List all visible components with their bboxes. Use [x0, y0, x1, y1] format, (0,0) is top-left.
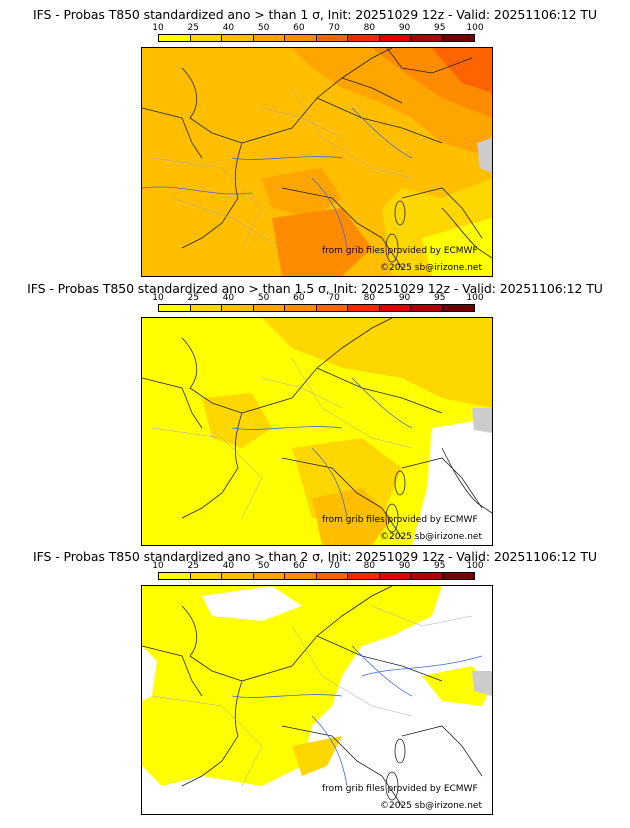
source-credit: from grib files provided by ECMWF — [322, 784, 478, 794]
colorbar-tick-label: 100 — [466, 23, 484, 33]
colorbar-segment — [253, 573, 285, 579]
copyright-credit: ©2025 sb@irizone.net — [380, 263, 482, 273]
colorbar-segment — [190, 35, 222, 41]
panel-title: IFS - Probas T850 standardized ano > tha… — [33, 549, 597, 564]
colorbar-segment — [316, 35, 348, 41]
colorbar — [158, 304, 475, 312]
colorbar-segment — [285, 305, 317, 311]
colorbar-tick-label: 50 — [257, 23, 270, 33]
colorbar-tick-label: 25 — [187, 561, 199, 571]
colorbar-segment — [411, 305, 443, 311]
colorbar-segment — [222, 573, 254, 579]
colorbar-segment — [285, 573, 317, 579]
source-credit: from grib files provided by ECMWF — [322, 246, 478, 256]
colorbar-segment — [253, 35, 285, 41]
colorbar-segment — [348, 305, 380, 311]
colorbar-segment — [442, 35, 474, 41]
colorbar-segment — [348, 573, 380, 579]
colorbar-tick-label: 90 — [398, 293, 411, 303]
colorbar-segment — [159, 35, 191, 41]
colorbar-tick-label: 25 — [187, 23, 199, 33]
colorbar-tick-label: 80 — [363, 293, 376, 303]
colorbar-segment — [222, 35, 254, 41]
colorbar-tick-label: 95 — [434, 561, 446, 571]
colorbar-tick-label: 80 — [363, 23, 376, 33]
colorbar-tick-label: 10 — [152, 561, 164, 571]
colorbar-tick-label: 100 — [466, 561, 484, 571]
colorbar-segment — [159, 305, 191, 311]
colorbar-segment — [442, 573, 474, 579]
colorbar-tick-label: 80 — [363, 561, 376, 571]
colorbar-tick-label: 90 — [398, 23, 411, 33]
colorbar-tick-label: 60 — [293, 23, 305, 33]
colorbar-tick-label: 90 — [398, 561, 411, 571]
colorbar-tick-label: 50 — [257, 561, 270, 571]
colorbar-segment — [379, 573, 411, 579]
probability-map: from grib files provided by ECMWF ©2025 … — [141, 47, 493, 277]
colorbar-tick-label: 60 — [293, 561, 305, 571]
colorbar-segment — [379, 305, 411, 311]
colorbar-tick-label: 10 — [152, 293, 164, 303]
colorbar-ticks: 10 25 40 50 60 70 80 90 95 100 — [152, 561, 483, 571]
copyright-credit: ©2025 sb@irizone.net — [380, 801, 482, 811]
colorbar-tick-label: 60 — [293, 293, 305, 303]
colorbar-tick-label: 70 — [328, 293, 340, 303]
probability-map: from grib files provided by ECMWF ©2025 … — [141, 585, 493, 815]
colorbar-segment — [285, 35, 317, 41]
colorbar-segment — [190, 305, 222, 311]
colorbar-segment — [222, 305, 254, 311]
colorbar-segment — [411, 573, 443, 579]
colorbar-tick-label: 40 — [222, 293, 235, 303]
colorbar — [158, 572, 475, 580]
colorbar-segment — [253, 305, 285, 311]
colorbar-segment — [316, 305, 348, 311]
colorbar-tick-label: 95 — [434, 23, 446, 33]
probability-map: from grib files provided by ECMWF ©2025 … — [141, 317, 493, 546]
panel-title: IFS - Probas T850 standardized ano > tha… — [33, 7, 597, 22]
copyright-credit: ©2025 sb@irizone.net — [380, 532, 482, 542]
colorbar-segment — [442, 305, 474, 311]
colorbar-segment — [379, 35, 411, 41]
colorbar-tick-label: 70 — [328, 23, 340, 33]
colorbar-segment — [190, 573, 222, 579]
colorbar-segment — [411, 35, 443, 41]
colorbar-segment — [348, 35, 380, 41]
colorbar-tick-label: 10 — [152, 23, 164, 33]
panel-title: IFS - Probas T850 standardized ano > tha… — [27, 281, 603, 296]
colorbar-tick-label: 95 — [434, 293, 446, 303]
colorbar-tick-label: 40 — [222, 561, 235, 571]
colorbar-segment — [316, 573, 348, 579]
colorbar — [158, 34, 475, 42]
colorbar-tick-label: 50 — [257, 293, 270, 303]
colorbar-segment — [159, 573, 191, 579]
colorbar-ticks: 10 25 40 50 60 70 80 90 95 100 — [152, 293, 483, 303]
colorbar-tick-label: 70 — [328, 561, 340, 571]
colorbar-tick-label: 25 — [187, 293, 199, 303]
colorbar-ticks: 10 25 40 50 60 70 80 90 95 100 — [152, 23, 483, 33]
colorbar-tick-label: 100 — [466, 293, 484, 303]
colorbar-tick-label: 40 — [222, 23, 235, 33]
source-credit: from grib files provided by ECMWF — [322, 515, 478, 525]
